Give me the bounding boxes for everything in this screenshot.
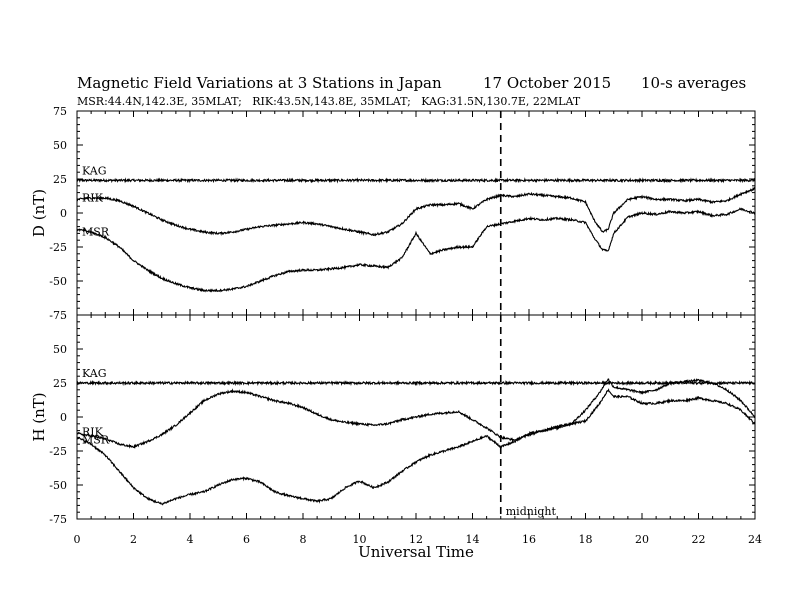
y-tick-label: 50 bbox=[53, 343, 67, 356]
x-tick-label: 12 bbox=[409, 533, 423, 546]
series-line-msr bbox=[76, 207, 756, 293]
chart-title: Magnetic Field Variations at 3 Stations … bbox=[77, 74, 442, 92]
y-axis-label: D (nT) bbox=[30, 189, 48, 237]
x-tick-label: 24 bbox=[748, 533, 762, 546]
x-axis-label: Universal Time bbox=[358, 543, 474, 561]
midnight-label: midnight bbox=[506, 505, 557, 518]
x-tick-label: 6 bbox=[243, 533, 250, 546]
series-line-rik bbox=[76, 186, 756, 237]
y-tick-label: -75 bbox=[49, 513, 67, 526]
y-tick-label: 0 bbox=[60, 411, 67, 424]
x-tick-label: 4 bbox=[187, 533, 194, 546]
chart-averaging: 10-s averages bbox=[641, 74, 746, 92]
y-tick-label: 25 bbox=[53, 173, 67, 186]
series-label-msr: MSR bbox=[82, 433, 110, 446]
series-label-rik: RIK bbox=[82, 425, 104, 438]
series-line-rik bbox=[76, 378, 756, 450]
series-line-kag bbox=[76, 177, 756, 184]
x-tick-label: 0 bbox=[74, 533, 81, 546]
series-line-msr bbox=[76, 388, 756, 506]
series-label-kag: KAG bbox=[82, 164, 107, 177]
x-tick-label: 18 bbox=[579, 533, 593, 546]
x-tick-label: 14 bbox=[466, 533, 480, 546]
y-tick-label: 50 bbox=[53, 139, 67, 152]
series-label-rik: RIK bbox=[82, 191, 104, 204]
series-label-msr: MSR bbox=[82, 225, 110, 238]
x-tick-label: 20 bbox=[635, 533, 649, 546]
series-line-kag bbox=[76, 379, 756, 387]
series-label-kag: KAG bbox=[82, 367, 107, 380]
y-tick-label: -25 bbox=[49, 241, 67, 254]
x-tick-label: 8 bbox=[300, 533, 307, 546]
y-tick-label: -50 bbox=[49, 479, 67, 492]
y-axis-label: H (nT) bbox=[30, 392, 48, 441]
stations-info: MSR:44.4N,142.3E, 35MLAT; RIK:43.5N,143.… bbox=[77, 95, 581, 108]
y-tick-label: -50 bbox=[49, 275, 67, 288]
x-tick-label: 16 bbox=[522, 533, 536, 546]
y-tick-label: 75 bbox=[53, 105, 67, 118]
chart-date: 17 October 2015 bbox=[483, 74, 611, 92]
x-tick-label: 10 bbox=[353, 533, 367, 546]
y-tick-label: -25 bbox=[49, 445, 67, 458]
y-tick-label: -75 bbox=[49, 309, 67, 322]
y-tick-label: 25 bbox=[53, 377, 67, 390]
x-tick-label: 22 bbox=[692, 533, 706, 546]
y-tick-label: 0 bbox=[60, 207, 67, 220]
x-tick-label: 2 bbox=[130, 533, 137, 546]
